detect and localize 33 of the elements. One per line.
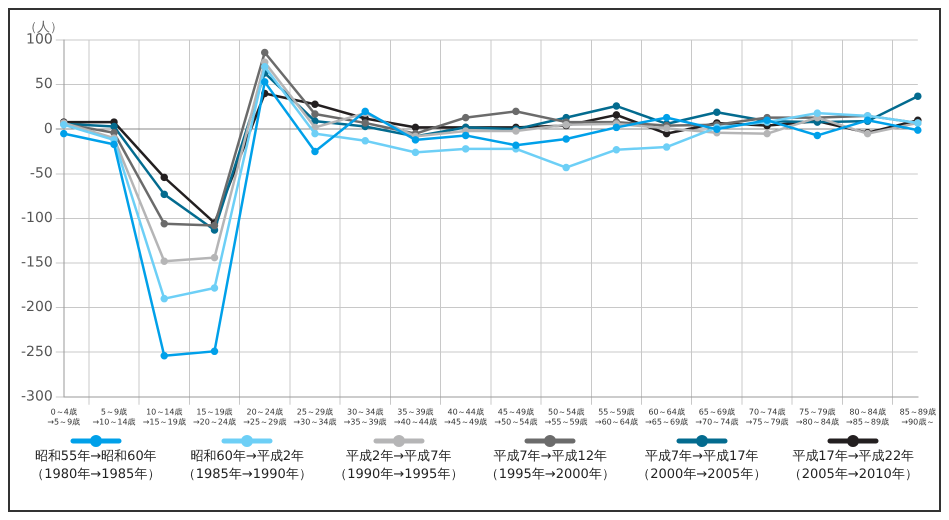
x-tick-label: 45～49歳 →50～54歳 xyxy=(494,408,538,426)
x-tick-label: 80～84歳 →85～89歳 xyxy=(846,408,890,426)
y-tick-label: -50 xyxy=(30,165,53,182)
y-tick-label: 50 xyxy=(34,76,53,92)
y-tick-label: -100 xyxy=(20,210,53,226)
x-tick-label: 55～59歳 →60～64歳 xyxy=(594,408,638,426)
y-tick-label: -250 xyxy=(20,344,53,360)
x-tick-label: 70～74歳 →75～79歳 xyxy=(746,408,789,426)
x-tick-label: 20～24歳 →25～29歳 xyxy=(243,408,286,426)
x-tick-label: 5～9歳 →10～14歳 xyxy=(92,408,136,426)
legend-label: 昭和60年→平成2年（1985年→1990年） xyxy=(182,448,312,484)
x-tick-label: 0～4歳 →5～9歳 xyxy=(47,408,80,426)
y-tick-label: 0 xyxy=(44,120,53,137)
y-tick-label: -150 xyxy=(20,254,53,271)
x-tick-label: 30～34歳 →35～39歳 xyxy=(344,408,387,426)
legend-label: 平成17年→平成22年（2005年→2010年） xyxy=(788,448,918,484)
legend-label: 平成7年→平成17年（2000年→2005年） xyxy=(637,448,766,484)
x-tick-label: 50～54歳 →55～59歳 xyxy=(544,408,588,426)
x-tick-label: 10～14歳 →15～19歳 xyxy=(142,408,186,426)
x-tick-label: 85～89歳 →90歳～ xyxy=(900,408,936,426)
y-tick-label: -300 xyxy=(20,388,53,404)
y-tick-label: 100 xyxy=(26,32,53,48)
x-tick-label: 40～44歳 →45～49歳 xyxy=(444,408,488,426)
x-tick-label: 60～64歳 →65～69歳 xyxy=(645,408,688,426)
x-tick-label: 25～29歳 →30～34歳 xyxy=(293,408,336,426)
x-tick-label: 35～39歳 →40～44歳 xyxy=(394,408,437,426)
y-tick-label: -200 xyxy=(20,299,53,316)
legend-label: 平成7年→平成12年（1995年→2000年） xyxy=(486,448,615,484)
legend-label: 平成2年→平成7年（1990年→1995年） xyxy=(334,448,464,484)
x-tick-label: 15～19歳 →20～24歳 xyxy=(192,408,236,426)
legend-label: 昭和55年→昭和60年（1980年→1985年） xyxy=(31,448,160,484)
x-tick-label: 65～69歳 →70～74歳 xyxy=(695,408,738,426)
x-tick-label: 75～79歳 →80～84歳 xyxy=(796,408,839,426)
